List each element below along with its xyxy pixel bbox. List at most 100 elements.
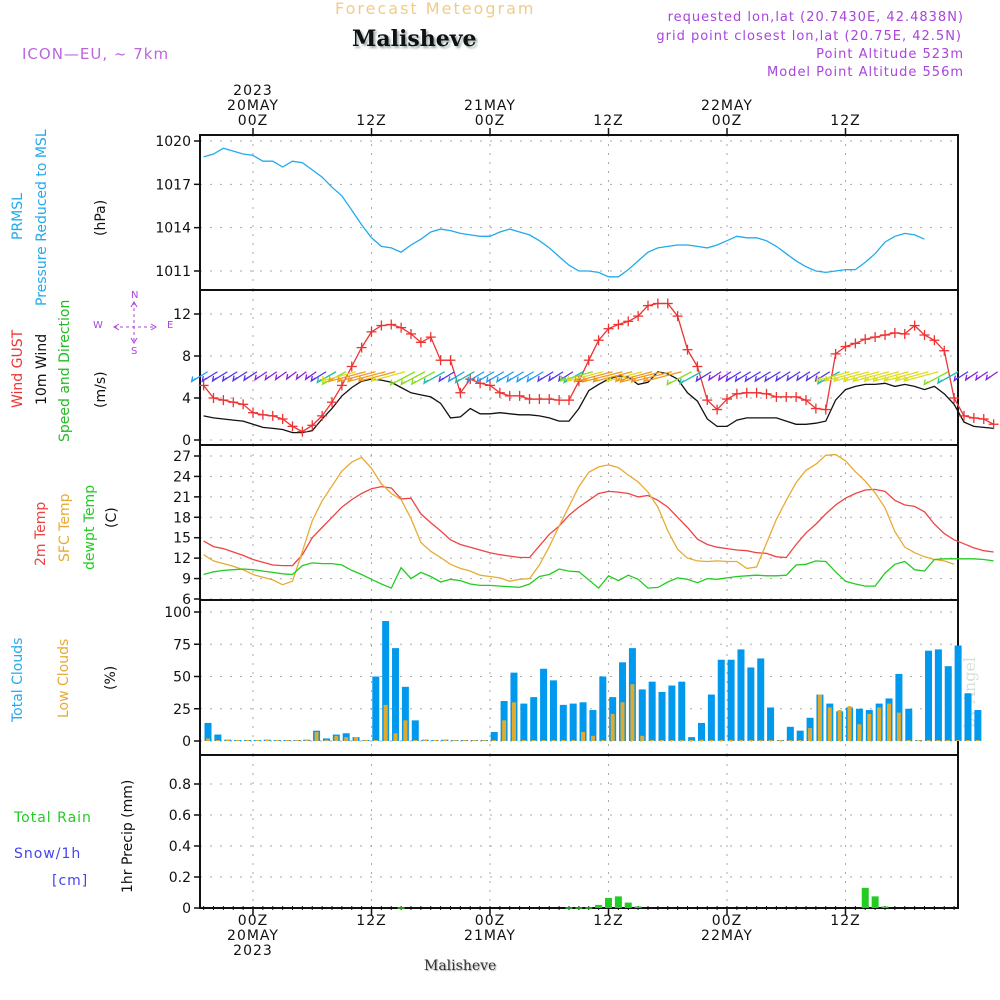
time-label-line: 12Z	[593, 113, 624, 129]
cloud-low-bar	[768, 740, 773, 741]
gust-marker	[277, 414, 288, 424]
wind-direction-arrow	[883, 371, 919, 383]
wind-direction-arrow	[863, 371, 900, 383]
cloud-low-bar	[808, 728, 813, 741]
cloud-low-bar	[936, 740, 941, 741]
time-label: 22MAY 00Z	[701, 99, 753, 129]
wind-direction-arrow	[447, 371, 465, 383]
panel-frame	[199, 754, 959, 909]
cloud-low-bar	[502, 720, 507, 741]
point-altitude: Point Altitude 523m	[816, 47, 964, 62]
wind-direction-arrow	[264, 371, 278, 382]
cloud-total-bar	[747, 667, 755, 741]
wind-direction-arrow	[285, 371, 297, 381]
cloud-low-bar	[334, 735, 339, 741]
wind-direction-arrow	[852, 371, 890, 383]
cloud-low-bar	[719, 740, 724, 741]
cloud-low-bar	[442, 740, 447, 741]
y-tick-label: 100	[164, 605, 191, 621]
gust-marker	[870, 332, 881, 343]
cloud-low-bar	[748, 740, 753, 741]
wind-direction-arrow	[923, 371, 949, 387]
wind-direction-arrow	[526, 371, 544, 383]
time-label-line: 12Z	[830, 913, 861, 929]
wind-direction-arrow	[872, 371, 909, 383]
cloud-total-bar	[520, 703, 528, 741]
gust-marker	[603, 323, 614, 334]
wind-direction-arrow	[336, 371, 376, 384]
gust-marker	[327, 397, 337, 408]
cloud-total-bar	[599, 676, 607, 741]
wind-direction-arrow	[466, 371, 485, 384]
y-tick-label: 0.2	[169, 870, 191, 886]
cloud-low-bar	[383, 704, 388, 741]
cloud-low-bar	[620, 702, 625, 741]
cloud-low-bar	[423, 740, 428, 741]
cloud-total-bar	[796, 730, 804, 741]
panel-frame	[199, 134, 959, 291]
gust-marker	[435, 355, 446, 366]
cloud-total-bar	[757, 658, 765, 741]
gust-marker	[830, 348, 841, 359]
gust-marker	[583, 355, 594, 366]
wind-direction-arrow	[423, 371, 445, 385]
time-label-line: 00Z	[474, 113, 506, 129]
series-dewpt-temp	[203, 558, 994, 590]
gust-marker	[761, 388, 772, 399]
y-tick-label: 25	[173, 702, 191, 718]
wind-direction-arrow	[903, 371, 939, 383]
gust-marker	[899, 328, 910, 339]
gust-marker	[455, 387, 466, 398]
cloud-total-bar	[648, 681, 656, 741]
cloud-low-bar	[255, 740, 260, 741]
cloud-low-bar	[600, 740, 605, 741]
wind-direction-arrow	[619, 371, 663, 384]
wind-direction-arrow	[606, 371, 643, 383]
wind-direction-arrow	[232, 371, 248, 383]
precip-rain-bar	[871, 896, 879, 908]
time-label: 2023 20MAY 00Z	[227, 84, 279, 129]
wind-direction-arrow	[725, 371, 742, 383]
gust-marker	[228, 397, 239, 408]
gust-marker	[514, 390, 525, 401]
meteogram-top-title: Forecast Meteogram	[335, 0, 536, 18]
gust-marker	[198, 380, 209, 391]
y-tick-label: 0.6	[169, 808, 191, 824]
cloud-low-bar	[521, 740, 526, 741]
cloud-total-bar	[974, 710, 982, 741]
gust-marker	[504, 390, 515, 401]
gust-marker	[336, 380, 347, 391]
time-label-line: 22MAY	[701, 98, 753, 114]
precip-rain-bar	[861, 887, 869, 908]
cloud-low-bar	[817, 694, 822, 741]
wind-direction-arrow	[754, 371, 771, 383]
gust-marker	[840, 341, 851, 352]
panel-frame	[199, 289, 959, 446]
wind-direction-arrow	[347, 371, 386, 383]
cloud-low-bar	[541, 740, 546, 741]
gust-marker	[889, 327, 900, 338]
cloud-total-bar	[895, 673, 903, 741]
cloud-total-bar	[214, 734, 222, 741]
gust-marker	[968, 412, 979, 423]
time-label-line: 00Z	[711, 113, 743, 129]
precip-rain-bar	[634, 906, 642, 908]
wind-direction-arrow	[358, 371, 396, 383]
wind-direction-arrow	[485, 371, 505, 384]
wind-direction-arrow	[321, 371, 356, 383]
time-label-line: 12Z	[356, 113, 387, 129]
cloud-low-bar	[314, 731, 319, 741]
model-point-altitude: Model Point Altitude 556m	[767, 65, 964, 80]
cloud-low-bar	[275, 740, 280, 741]
cloud-low-bar	[738, 740, 743, 741]
cloud-low-bar	[729, 740, 734, 741]
precip-rain-bar	[614, 896, 622, 908]
cloud-total-bar	[579, 702, 587, 741]
y-tick-label: 1017	[155, 177, 191, 193]
series-sfc-temp	[203, 453, 955, 586]
gust-marker	[415, 337, 426, 348]
gust-marker	[682, 344, 693, 355]
cloud-total-bar	[737, 649, 745, 741]
y-tick-label: 0	[182, 433, 191, 449]
cloud-low-bar	[393, 733, 398, 741]
